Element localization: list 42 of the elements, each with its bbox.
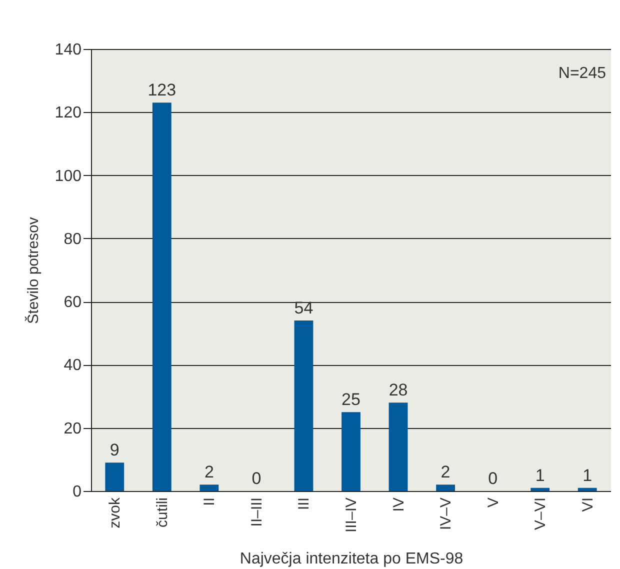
x-tick-label: IV–V	[438, 498, 455, 530]
x-tick-label: II–III	[248, 498, 266, 527]
y-tick-label: 100	[54, 168, 82, 185]
x-tick-label: III	[296, 498, 313, 510]
bar	[342, 412, 360, 491]
data-label: 28	[388, 380, 408, 400]
y-tick-label: 60	[64, 294, 82, 312]
bar	[436, 484, 455, 491]
data-label: 2	[204, 462, 214, 482]
x-tick-label: zvok	[106, 497, 124, 528]
data-label: 25	[342, 390, 360, 410]
data-label: 9	[110, 440, 120, 460]
y-tick-label: 20	[64, 420, 82, 438]
x-tick-label: II	[201, 498, 218, 506]
x-tick-label: V–VI	[532, 498, 550, 530]
y-tick-label: 40	[64, 357, 82, 374]
bar	[530, 488, 550, 491]
bar	[294, 320, 314, 491]
x-tick-label: III–IV	[343, 498, 360, 533]
x-tick-label: čutili	[154, 498, 171, 528]
data-label: 54	[294, 298, 314, 318]
bar	[152, 102, 172, 491]
data-label: 2	[440, 462, 450, 482]
y-tick-label: 0	[72, 484, 82, 500]
annotation: N=245	[558, 65, 606, 82]
bar	[388, 402, 408, 491]
y-tick-label: 120	[54, 104, 82, 122]
bar	[200, 484, 219, 491]
y-axis-title: Število potresov	[24, 216, 42, 324]
bar	[105, 462, 124, 491]
data-label: 0	[488, 469, 498, 488]
bar	[578, 488, 597, 491]
data-label: 1	[582, 466, 592, 485]
data-label: 1	[535, 466, 545, 485]
data-label: 123	[148, 80, 176, 100]
x-tick-label: V	[484, 498, 502, 508]
x-tick-label: IV	[390, 498, 408, 512]
data-label: 0	[252, 469, 262, 488]
y-tick-label: 80	[64, 230, 82, 248]
x-tick-label: VI	[579, 498, 596, 512]
x-axis-title: Največja intenziteta po EMS-98	[240, 550, 464, 568]
y-tick-label: 140	[54, 42, 82, 58]
